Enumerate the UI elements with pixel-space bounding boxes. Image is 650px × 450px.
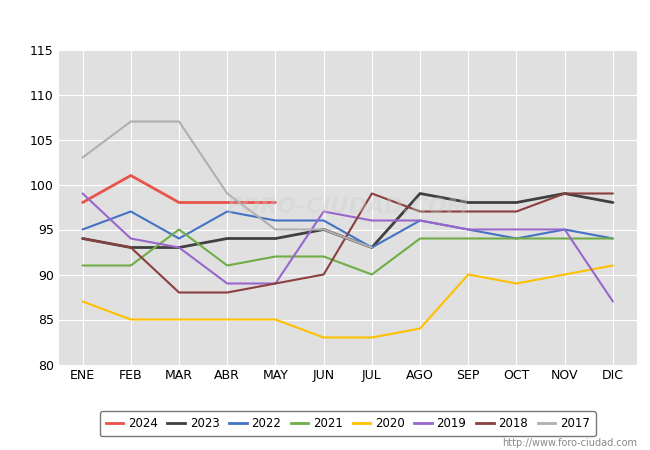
Legend: 2024, 2023, 2022, 2021, 2020, 2019, 2018, 2017: 2024, 2023, 2022, 2021, 2020, 2019, 2018… — [99, 411, 596, 436]
Text: Afiliados en Luena a 31/5/2024: Afiliados en Luena a 31/5/2024 — [185, 11, 465, 29]
Text: http://www.foro-ciudad.com: http://www.foro-ciudad.com — [502, 438, 637, 448]
Text: FORO-CIUDAD.COM: FORO-CIUDAD.COM — [226, 197, 469, 217]
